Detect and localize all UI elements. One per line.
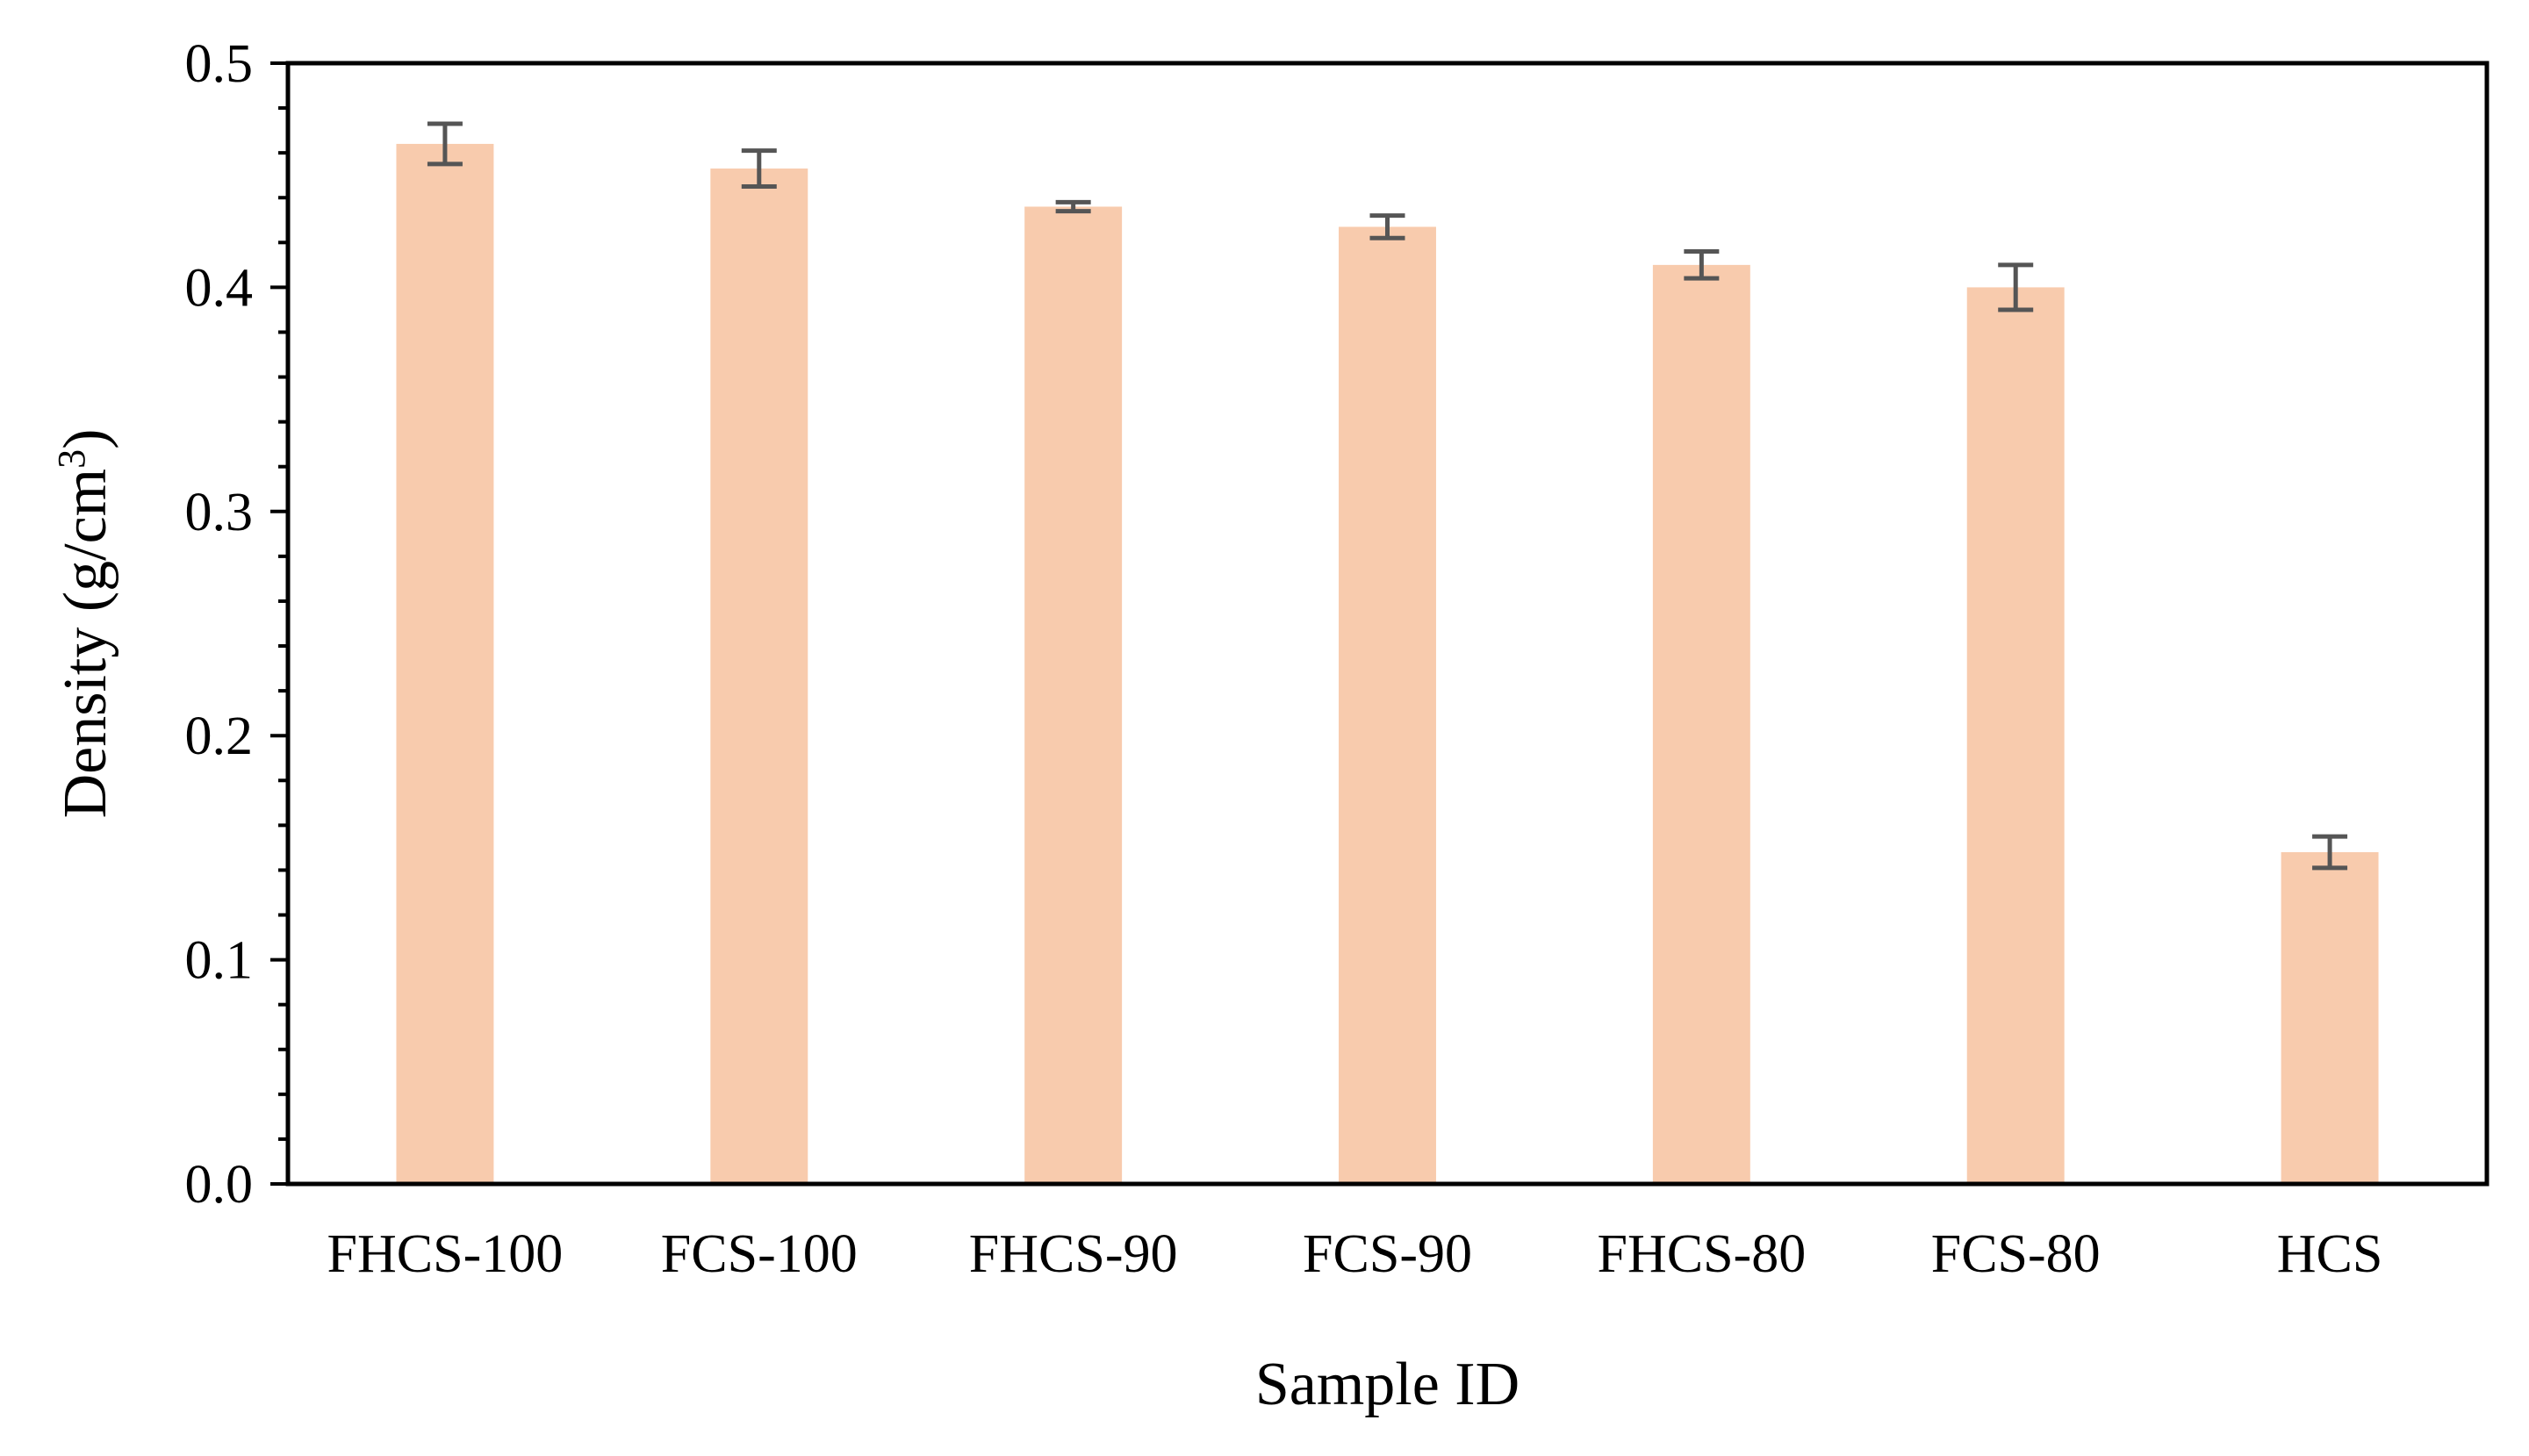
y-tick-label: 0.5 [185,34,254,94]
y-axis-title-suffix: ) [52,429,119,449]
error-bar-fhcs-100 [427,121,463,167]
y-tick-label: 0.3 [185,483,254,542]
x-tick-label: FHCS-80 [1597,1224,1806,1284]
error-bar-fcs-90 [1369,213,1405,240]
error-bar-fhcs-90 [1055,199,1091,214]
x-tick-label: FCS-90 [1303,1224,1472,1284]
y-tick-label: 0.1 [185,931,254,991]
bar-fcs-100 [710,169,808,1185]
x-tick-label: FCS-100 [661,1224,858,1284]
y-axis-title-main: Density (g/cm [52,469,119,819]
bar-fhcs-80 [1652,264,1750,1184]
y-tick-label: 0.0 [185,1155,254,1215]
bars-layer [396,143,2379,1185]
x-axis-tick-labels: FHCS-100 FCS-100 FHCS-90 FCS-90 FHCS-80 FCS-8… [327,1224,2383,1284]
y-tick-label: 0.4 [185,258,254,318]
y-axis-title: Density (g/cm3) [50,429,120,819]
bar-fhcs-100 [396,143,494,1185]
y-axis-ticks: 0.0 0.1 0.2 0.3 0.4 0.5 [185,34,288,1215]
bar-fhcs-90 [1024,206,1123,1184]
plot-area-frame [285,61,2489,1187]
error-bar-fhcs-80 [1684,249,1720,281]
error-bar-hcs [2312,834,2348,871]
error-bars-layer [427,121,2348,871]
error-bar-fcs-100 [741,148,777,189]
x-tick-label: FCS-80 [1931,1224,2101,1284]
y-tick-label: 0.2 [185,706,254,766]
x-tick-label: FHCS-100 [327,1224,564,1284]
bar-fcs-90 [1339,226,1436,1184]
y-axis-title-superscript: 3 [50,449,93,469]
x-tick-label: HCS [2277,1224,2383,1284]
bar-fcs-80 [1966,287,2065,1184]
bar-hcs [2281,852,2379,1184]
x-tick-label: FHCS-90 [969,1224,1178,1284]
error-bar-fcs-80 [1998,262,2034,312]
x-axis-title: Sample ID [1255,1351,1520,1418]
